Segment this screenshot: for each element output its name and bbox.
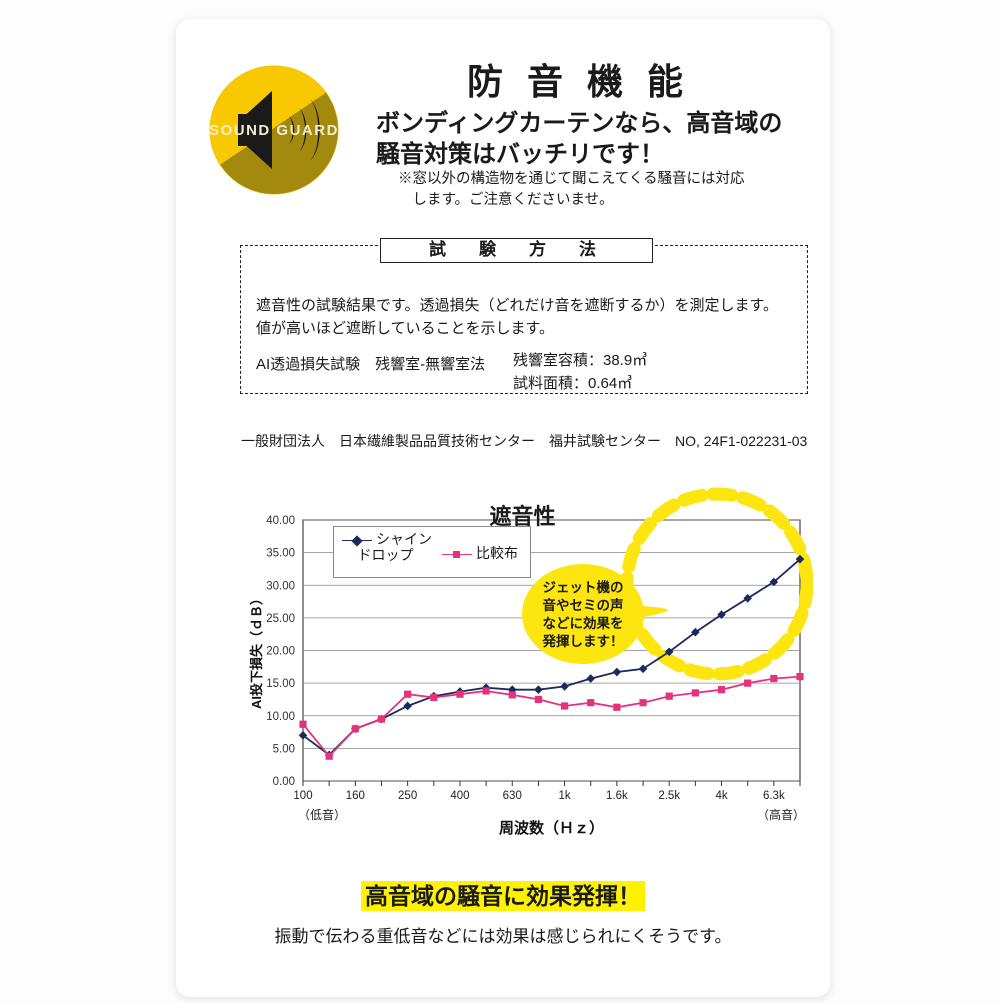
- svg-text:（低音）: （低音）: [298, 807, 346, 822]
- svg-text:（高音）: （高音）: [757, 807, 805, 822]
- svg-text:SOUND GUARD: SOUND GUARD: [209, 122, 339, 139]
- svg-text:25.00: 25.00: [266, 613, 295, 625]
- svg-text:発揮します！: 発揮します！: [542, 633, 624, 649]
- svg-text:4k: 4k: [715, 790, 727, 802]
- svg-text:15.00: 15.00: [266, 678, 295, 690]
- svg-text:160: 160: [346, 790, 365, 802]
- svg-text:5.00: 5.00: [273, 743, 295, 755]
- svg-text:1k: 1k: [559, 790, 571, 802]
- svg-text:音やセミの声: 音やセミの声: [543, 597, 624, 613]
- svg-text:ジェット機の: ジェット機の: [543, 579, 624, 595]
- svg-text:1.6k: 1.6k: [606, 790, 628, 802]
- svg-text:などに効果を: などに効果を: [543, 615, 624, 631]
- svg-text:30.00: 30.00: [266, 580, 295, 592]
- svg-text:0.00: 0.00: [273, 776, 295, 788]
- svg-text:100: 100: [293, 790, 312, 802]
- svg-text:630: 630: [503, 790, 522, 802]
- svg-text:2.5k: 2.5k: [658, 790, 680, 802]
- svg-text:AI投下損失（ｄＢ）: AI投下損失（ｄＢ）: [249, 592, 264, 709]
- svg-text:10.00: 10.00: [266, 711, 295, 723]
- svg-text:250: 250: [398, 790, 417, 802]
- svg-text:20.00: 20.00: [266, 646, 295, 658]
- svg-text:400: 400: [450, 790, 469, 802]
- svg-text:周波数（Ｈｚ）: 周波数（Ｈｚ）: [499, 819, 604, 837]
- svg-text:35.00: 35.00: [266, 548, 295, 560]
- svg-text:6.3k: 6.3k: [763, 790, 785, 802]
